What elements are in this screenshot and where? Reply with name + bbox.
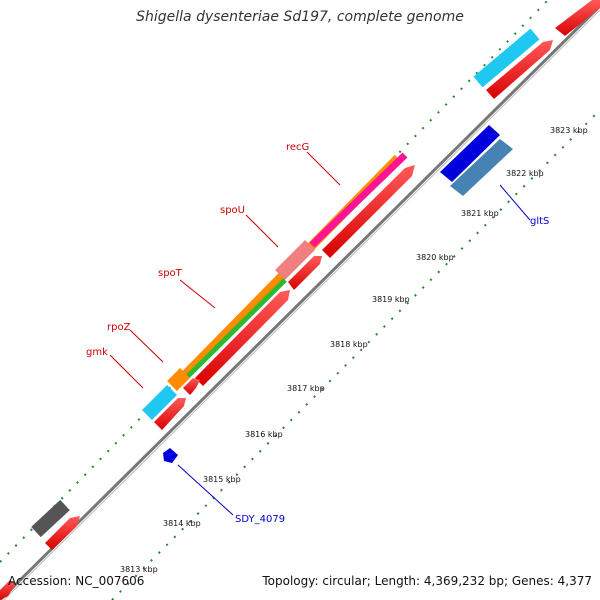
- cog-segment-magenta: [309, 152, 408, 248]
- tick-label-3822: 3822 kbp: [506, 169, 544, 178]
- tick-label-3823: 3823 kbp: [550, 126, 588, 135]
- cds-reverse-small-sdy4079: [163, 448, 178, 463]
- cds-arrow-bottom-2: [0, 580, 16, 600]
- cds-arrow-spou: [288, 256, 322, 290]
- cds-arrow-bottom-1: [45, 516, 80, 550]
- tick-label-3816: 3816 kbp: [245, 430, 283, 439]
- leader-spou: [245, 214, 279, 248]
- cds-arrow-spot: [195, 290, 290, 386]
- cds-reverse-blue: [440, 125, 500, 182]
- cog-segment-green: [180, 278, 287, 384]
- cds-arrow-top-2: [486, 40, 553, 99]
- genome-title: Shigella dysenteriae Sd197, complete gen…: [136, 9, 464, 25]
- leader-spot: [179, 279, 216, 309]
- tick-label-3815: 3815 kbp: [203, 475, 241, 484]
- cds-arrow-top-1: [555, 0, 600, 36]
- reverse-cds-track: [163, 125, 513, 463]
- genome-backbone: [0, 4, 600, 600]
- cog-segment-pink: [275, 240, 315, 280]
- leader-recg: [306, 151, 341, 186]
- gene-label-rpoz: rpoZ: [107, 322, 131, 333]
- accession-text: Accession: NC_007606: [8, 574, 145, 588]
- tick-label-3821: 3821 kbp: [461, 209, 499, 218]
- gene-label-spot: spoT: [158, 268, 183, 279]
- tick-label-3814: 3814 kbp: [163, 519, 201, 528]
- cds-arrow-recg: [322, 165, 415, 258]
- tick-label-3818: 3818 kbp: [330, 340, 368, 349]
- cog-segment-gray: [31, 499, 70, 538]
- gene-label-gmk: gmk: [86, 347, 108, 358]
- gene-label-sdy4079: SDY_4079: [235, 514, 285, 525]
- genome-backbone-shadow: [3, 9, 600, 600]
- topology-text: Topology: circular; Length: 4,369,232 bp…: [262, 574, 592, 588]
- gene-label-recg: recG: [286, 142, 309, 153]
- leader-sdy4079: [177, 464, 234, 516]
- cog-segment-cyan-top: [473, 28, 540, 88]
- cds-reverse-steel-glts: [450, 139, 513, 196]
- cog-segment-orange-small: [167, 368, 190, 391]
- tick-label-3819: 3819 kbp: [372, 295, 410, 304]
- tick-label-3817: 3817 kbp: [287, 384, 325, 393]
- leader-rpoz: [129, 329, 164, 363]
- cds-arrow-rpoz: [183, 378, 200, 395]
- cog-segment-cyan-bottom: [142, 385, 177, 420]
- cds-arrow-gmk: [154, 398, 186, 430]
- cog-track: [31, 28, 540, 538]
- label-leaders: [109, 151, 531, 516]
- tick-label-3820: 3820 kbp: [416, 253, 454, 262]
- gene-label-spou: spoU: [220, 205, 245, 216]
- tick-label-3813: 3813 kbp: [120, 565, 158, 574]
- leader-glts: [499, 184, 531, 221]
- gene-label-glts: gltS: [530, 216, 549, 227]
- leader-gmk: [109, 354, 144, 389]
